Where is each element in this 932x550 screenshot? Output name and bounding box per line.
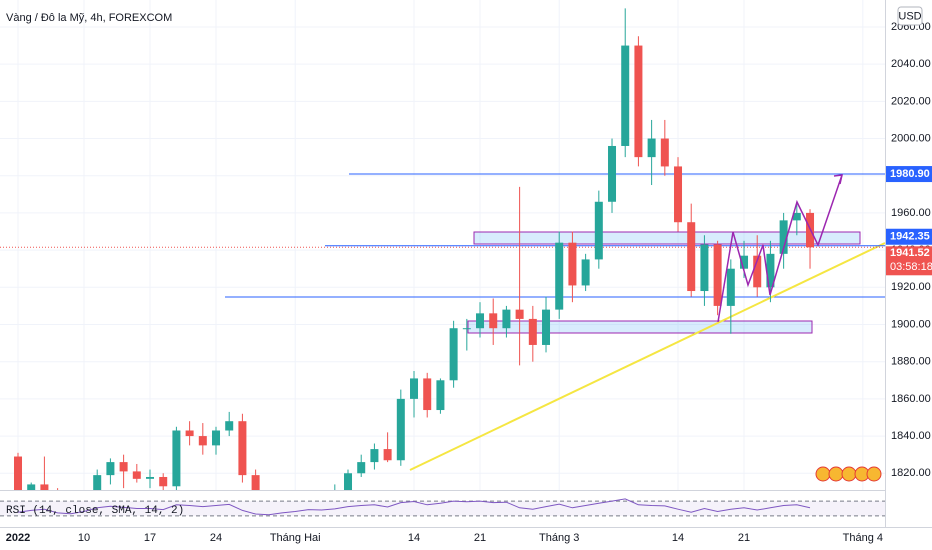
- candle-body: [608, 145, 617, 202]
- price-badge-label: 1942.35: [890, 231, 930, 243]
- candle-body: [647, 138, 656, 158]
- x-tick-label: 14: [408, 532, 420, 544]
- y-tick-label: 2040.00: [891, 58, 931, 70]
- y-tick-label: 1900.00: [891, 318, 931, 330]
- candle-body: [159, 476, 168, 487]
- candle-body: [766, 253, 775, 288]
- last-price-label: 1941.52: [890, 247, 930, 259]
- x-tick-label: 14: [672, 532, 684, 544]
- y-tick-label: 1820.00: [891, 467, 931, 479]
- candle-body: [740, 255, 749, 269]
- candle-body: [106, 462, 115, 476]
- candle-body: [40, 484, 49, 490]
- candle-body: [660, 138, 669, 167]
- candle-body: [14, 456, 23, 490]
- x-tick-label: Tháng 4: [843, 532, 883, 544]
- candle-body: [700, 244, 709, 292]
- candle-body: [410, 378, 419, 399]
- y-tick-label: 1840.00: [891, 430, 931, 442]
- candle-body: [621, 45, 630, 146]
- candle-body: [792, 212, 801, 221]
- candle-body: [436, 380, 445, 411]
- candle-body: [172, 430, 181, 487]
- x-tick-label: 21: [474, 532, 486, 544]
- candle-body: [713, 244, 722, 306]
- axes: 1820.00 1840.00 1860.00 1880.00 1900.00 1920.…: [6, 21, 932, 544]
- candle-body: [687, 222, 696, 292]
- symbol-title: Vàng / Đô la Mỹ, 4h, FOREXCOM: [6, 12, 172, 24]
- candle-body: [198, 436, 207, 446]
- event-icons: [815, 466, 882, 482]
- x-tick-label: 21: [738, 532, 750, 544]
- trend-line: [409, 242, 885, 471]
- y-tick-label: 2020.00: [891, 95, 931, 107]
- candle-body: [27, 484, 36, 490]
- candle-body: [726, 268, 735, 306]
- candle-body: [370, 449, 379, 463]
- candle-body: [185, 430, 194, 437]
- candle-body: [449, 328, 458, 381]
- x-tick-label: Tháng 3: [539, 532, 579, 544]
- x-tick-label: 17: [144, 532, 156, 544]
- price-badge-label: 1980.90: [890, 168, 930, 180]
- arrow-head: [833, 174, 843, 185]
- candle-body: [779, 220, 788, 254]
- x-tick-label: Tháng Hai: [270, 532, 321, 544]
- y-tick-label: 1860.00: [891, 393, 931, 405]
- candle-body: [581, 259, 590, 286]
- countdown: 03:58:18: [890, 261, 932, 273]
- price-badge: [886, 166, 932, 183]
- currency-box[interactable]: [897, 6, 923, 26]
- zone-box: [467, 320, 813, 334]
- zigzag: [717, 174, 843, 323]
- candle-body: [212, 430, 221, 446]
- candle-body: [225, 421, 234, 431]
- drawings: [717, 174, 882, 482]
- candle-body: [396, 398, 405, 461]
- candle-body: [502, 309, 511, 329]
- candle-body: [119, 462, 128, 472]
- candle-body: [753, 255, 762, 288]
- candle-body: [146, 476, 155, 479]
- candle-body: [568, 242, 577, 286]
- rsi: [0, 498, 885, 517]
- candle-body: [93, 475, 102, 490]
- x-tick-label: 10: [78, 532, 90, 544]
- candle-body: [357, 462, 366, 474]
- candle-body: [542, 309, 551, 345]
- zone-box: [473, 231, 861, 245]
- candle-body: [555, 242, 564, 310]
- candle-body: [634, 45, 643, 158]
- rsi-line: [17, 498, 811, 516]
- candle-body: [383, 449, 392, 461]
- plot-area: [0, 173, 885, 471]
- y-tick-label: 1880.00: [891, 356, 931, 368]
- rsi-label: RSI (14, close, SMA, 14, 2): [6, 505, 184, 517]
- candles: [14, 8, 815, 490]
- x-tick-label: 2022: [6, 532, 30, 544]
- candle-body: [238, 421, 247, 476]
- currency: USD: [898, 10, 921, 22]
- candle-body: [515, 309, 524, 319]
- price-badge: [886, 228, 932, 245]
- candle-body: [251, 475, 260, 490]
- last-price-badge: [886, 246, 932, 276]
- candle-body: [423, 378, 432, 411]
- candle-body: [476, 313, 485, 329]
- y-tick-label: 2000.00: [891, 132, 931, 144]
- candle-body: [462, 328, 471, 330]
- candle-body: [594, 201, 603, 260]
- candle-body: [489, 313, 498, 329]
- candle-body: [674, 166, 683, 223]
- candle-body: [344, 473, 353, 490]
- x-tick-label: 24: [210, 532, 222, 544]
- candle-body: [132, 471, 141, 479]
- y-tick-label: 1920.00: [891, 281, 931, 293]
- candle-body: [528, 318, 537, 345]
- grid: [0, 0, 885, 527]
- y-tick-label: 1960.00: [891, 207, 931, 219]
